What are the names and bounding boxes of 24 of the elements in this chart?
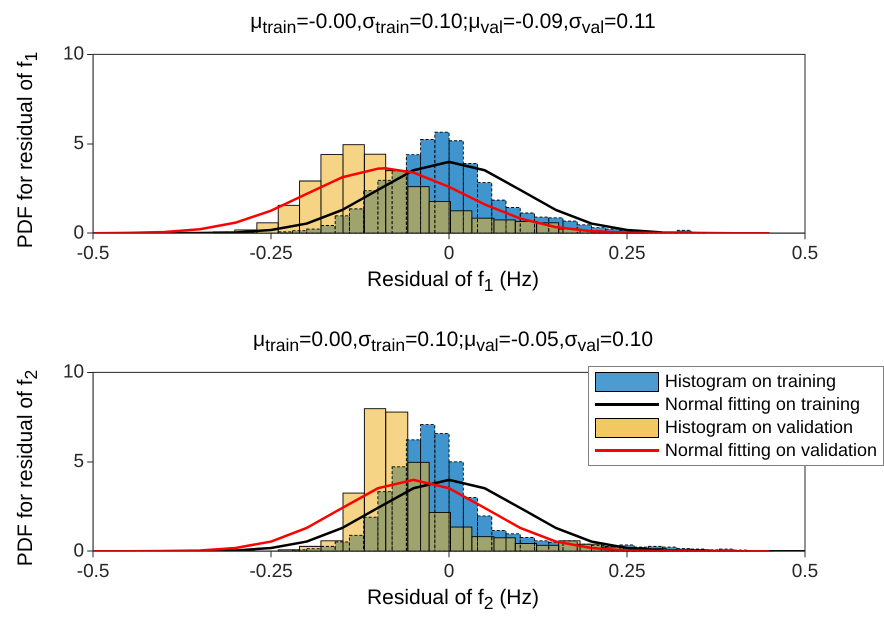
chart-title: μ$_{train}$=0.00,σ$_{train}$=0.10;μ$_{val}$=-0.05,σ$_{val}$=0.10 xyxy=(252,328,654,356)
x-tick-label: 0 xyxy=(444,242,454,264)
x-tick-label: 0.5 xyxy=(792,560,818,582)
x-tick-label: 0 xyxy=(444,560,454,582)
y-tick-label: 10 xyxy=(62,44,84,65)
x-tick-label: -0.5 xyxy=(76,560,110,582)
x-axis-title: Residual of f$_{2}$ (Hz) xyxy=(366,586,540,614)
x-tick-label: -0.25 xyxy=(249,242,293,264)
legend-label: Histogram on validation xyxy=(664,416,853,439)
x-tick-label: 0.25 xyxy=(608,560,646,582)
y-tick-label: 10 xyxy=(62,362,84,383)
legend-label: Normal fitting on validation xyxy=(664,439,877,462)
chart-title: μ$_{train}$=-0.00,σ$_{train}$=0.10;μ$_{val}$=-0.09,σ$_{val}$=0.11 xyxy=(250,10,656,38)
x-tick-label: 0.25 xyxy=(608,242,646,264)
y-tick-label: 5 xyxy=(74,133,84,154)
legend-label: Histogram on training xyxy=(664,370,836,393)
x-tick-label: -0.5 xyxy=(76,242,110,264)
y-tick-label: 0 xyxy=(74,222,84,244)
y-tick-label: 5 xyxy=(74,451,84,472)
x-tick-label: -0.25 xyxy=(249,560,293,582)
y-tick-label: 0 xyxy=(74,540,84,562)
x-axis-title: Residual of f$_{1}$ (Hz) xyxy=(366,268,540,296)
x-tick-label: 0.5 xyxy=(792,242,818,264)
legend-label: Normal fitting on training xyxy=(664,393,860,416)
